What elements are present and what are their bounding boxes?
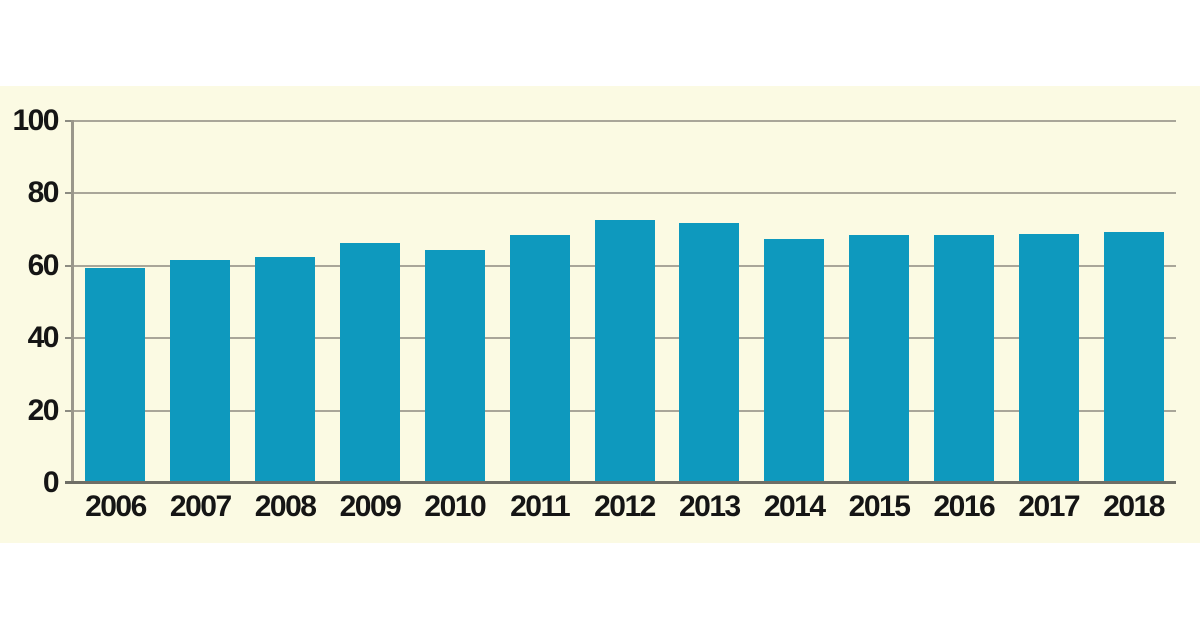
- y-tick-label: 100: [12, 104, 59, 137]
- bar-2013: [679, 223, 740, 483]
- y-axis-tick: [65, 120, 73, 122]
- bar-2014: [764, 239, 825, 483]
- x-tick-label: 2016: [933, 490, 996, 523]
- x-axis-line: [65, 481, 1176, 484]
- y-tick-label: 20: [27, 393, 60, 427]
- x-tick-label: 2012: [594, 490, 656, 523]
- bar-2010: [424, 249, 485, 483]
- x-tick-label: 2014: [763, 490, 826, 523]
- gridline: [73, 120, 1176, 122]
- x-tick-label: 2017: [1018, 490, 1080, 523]
- y-axis-line: [71, 120, 74, 484]
- chart-background-band: 0 20 40 60 80 100 2006 2007 2008 2009 2010 2011 201…: [0, 86, 1200, 543]
- bar-2009: [339, 242, 400, 483]
- x-tick-label: 2006: [85, 490, 147, 523]
- bar-2017: [1018, 233, 1079, 483]
- bar-2006: [85, 267, 146, 483]
- bar-2008: [255, 257, 316, 483]
- y-tick-label: 60: [27, 248, 60, 282]
- x-tick-label: 2015: [848, 490, 911, 523]
- y-tick-label: 80: [27, 176, 60, 210]
- x-tick-label: 2010: [424, 490, 486, 523]
- bar-2016: [933, 234, 994, 483]
- plot-area: 0 20 40 60 80 100 2006 2007 2008 2009 2010 2011 201…: [12, 106, 1176, 523]
- x-tick-label: 2008: [254, 490, 317, 523]
- bar-2007: [170, 260, 231, 483]
- bar-2011: [509, 234, 570, 483]
- x-tick-label: 2011: [510, 490, 571, 523]
- x-tick-label: 2013: [678, 490, 741, 523]
- y-axis-tick: [65, 192, 73, 195]
- x-tick-label: 2009: [339, 490, 402, 523]
- x-tick-label: 2018: [1103, 490, 1165, 523]
- bar-2012: [594, 220, 655, 483]
- y-axis-tick: [65, 264, 73, 267]
- y-axis-tick: [65, 409, 73, 412]
- gridline: [73, 192, 1176, 195]
- bar-2018: [1103, 231, 1164, 483]
- x-tick-label: 2007: [169, 490, 232, 523]
- bar-2015: [849, 235, 910, 483]
- y-axis-tick: [65, 337, 73, 340]
- y-tick-label: 40: [27, 321, 60, 355]
- y-tick-label: 0: [42, 466, 60, 499]
